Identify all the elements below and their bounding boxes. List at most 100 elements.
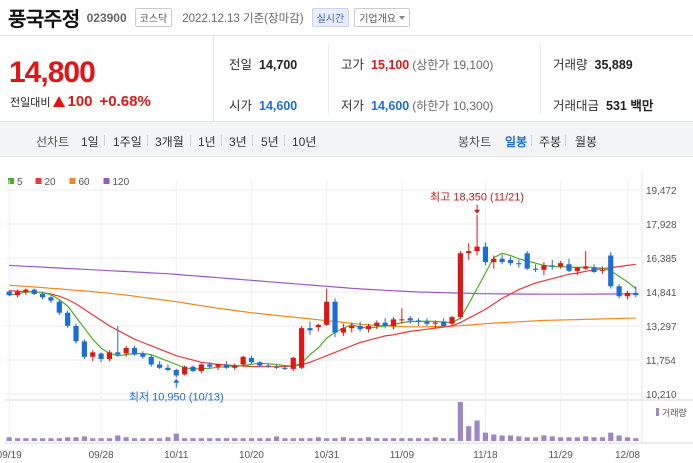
volume-bar [273, 436, 280, 441]
candle-body [466, 251, 472, 254]
period-1y[interactable]: 1년 [198, 135, 216, 149]
date-text: 2022.12.13 기준(장마감) [182, 12, 304, 25]
candle-body [415, 320, 422, 322]
candle-body [73, 325, 79, 342]
candle-body [541, 265, 547, 270]
company-info-label: 기업개요 [359, 14, 396, 25]
x-tick-label: 09/19 [0, 450, 22, 461]
candle-body [156, 364, 163, 368]
up-arrow-icon [53, 96, 66, 107]
y-tick-label: 19,472 [646, 186, 677, 197]
realtime-button[interactable]: 실시간 [311, 8, 350, 27]
candle-body [457, 253, 463, 318]
candle-body [349, 325, 355, 329]
chart-svg[interactable]: 5 20 60 120 19,472 17,928 16,385 14,841 13,297 11… [0, 157, 693, 463]
candle-body [616, 286, 622, 297]
candle-body [282, 367, 288, 369]
candle-body [633, 292, 639, 296]
x-tick-label: 10/11 [164, 450, 189, 461]
high-annotation: 최고 18,350 (11/21) [430, 191, 524, 204]
volume-bar [223, 438, 230, 441]
candle-body [273, 366, 280, 368]
volume-bar [532, 437, 539, 441]
volume-legend-label: 거래량 [662, 407, 687, 418]
volume-bar [315, 437, 321, 441]
change-value: 100 [67, 93, 93, 110]
volume-bar [466, 426, 472, 441]
volume-bar [357, 438, 363, 441]
high-value: 15,100 [371, 58, 410, 72]
volume-bar [633, 438, 639, 441]
candle-body [482, 246, 489, 263]
low-label: 저가 [341, 99, 365, 113]
volume-bar [248, 438, 255, 441]
candle-body [315, 324, 321, 328]
volume-bar [374, 438, 380, 441]
volume-bar [349, 438, 355, 441]
open-value: 14,600 [259, 99, 298, 113]
volume-bar [574, 437, 580, 441]
candle-body [407, 318, 413, 321]
prev-close-stat: 전일 14,700 [229, 54, 297, 73]
candle-body [31, 289, 37, 295]
candle-body [399, 319, 405, 321]
candle-body [307, 328, 313, 331]
period-nav: 선차트 1일 1주일 3개월 1년 3년 5년 10년 봉차트 일봉 주봉 월봉 [0, 121, 693, 157]
candle-body [90, 352, 96, 357]
candle-body [257, 362, 263, 366]
legend-label: 20 [45, 177, 57, 188]
divider [147, 135, 148, 146]
volume-value: 35,889 [594, 58, 633, 72]
stock-chart[interactable]: 5 20 60 120 19,472 17,928 16,385 14,841 13,297 11… [0, 157, 693, 463]
candle-body [599, 269, 605, 271]
price-panel: 14,800 전일대비 100 +0.68% [0, 36, 214, 121]
volume-bar [140, 438, 146, 441]
candle-body [474, 246, 480, 252]
open-stat: 시가 14,600 [229, 95, 297, 114]
volume-bar [106, 438, 113, 441]
amount-stat: 거래대금 531 백만 [553, 95, 653, 114]
period-10y[interactable]: 10년 [292, 135, 317, 149]
volume-bar [340, 437, 346, 441]
volume-bar [14, 438, 21, 441]
period-3y[interactable]: 3년 [229, 135, 247, 149]
divider [104, 135, 105, 146]
volume-bar [599, 437, 605, 441]
candle-body [265, 365, 271, 367]
volume-bar [524, 437, 530, 441]
period-3m[interactable]: 3개월 [155, 135, 184, 149]
volume-bar [182, 438, 188, 441]
candle-body [424, 321, 430, 324]
volume-bar [232, 438, 238, 441]
volume-legend-swatch [656, 408, 659, 416]
period-5y[interactable]: 5년 [261, 135, 279, 149]
divider [221, 135, 222, 146]
company-info-dropdown[interactable]: 기업개요 [354, 8, 410, 27]
high-label: 고가 [341, 58, 365, 72]
candle-body [140, 353, 146, 357]
candle-body [574, 267, 580, 271]
volume-bar [131, 438, 138, 441]
candle-weekly[interactable]: 주봉 [539, 135, 562, 149]
candle-body [123, 347, 129, 354]
x-tick-label: 12/08 [615, 450, 640, 461]
candle-body [56, 301, 62, 313]
candle-monthly[interactable]: 월봉 [575, 135, 598, 149]
price-change: 전일대비 100 +0.68% [10, 93, 151, 110]
candle-body [524, 253, 530, 269]
volume-bar [81, 436, 87, 441]
volume-bar [240, 438, 246, 441]
volume-bar [198, 438, 204, 441]
ma20-line [9, 263, 636, 368]
volume-bar [40, 438, 46, 441]
volume-bar [190, 438, 196, 441]
candle-daily[interactable]: 일봉 [505, 135, 528, 149]
candle-body [390, 319, 397, 326]
period-1d[interactable]: 1일 [81, 135, 99, 149]
divider [190, 135, 191, 146]
volume-bar [516, 436, 522, 441]
period-1w[interactable]: 1주일 [113, 135, 142, 149]
candle-body [48, 297, 54, 301]
volume-bar [424, 438, 430, 441]
volume-bar [457, 402, 463, 441]
